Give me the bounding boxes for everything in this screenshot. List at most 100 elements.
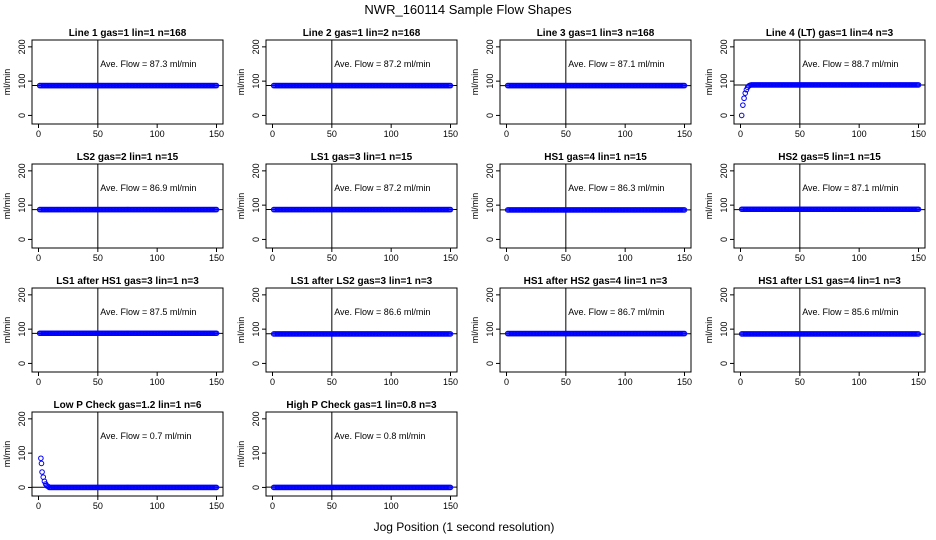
figure-title: NWR_160114 Sample Flow Shapes (364, 2, 572, 17)
chart-panel-7: HS1 gas=4 lin=1 n=15 0 50 100 150 0 100 200 ml/m… (470, 152, 692, 263)
y-tick-label: 200 (719, 163, 729, 178)
panel-title: Line 1 gas=1 lin=1 n=168 (69, 28, 187, 39)
y-tick-label: 100 (17, 198, 27, 213)
x-tick-label: 150 (677, 253, 692, 263)
x-tick-label: 100 (384, 377, 399, 387)
plot-frame (265, 411, 458, 497)
x-tick-label: 50 (561, 129, 571, 139)
x-tick-label: 0 (738, 253, 743, 263)
y-axis-label: ml/min (236, 317, 246, 344)
x-tick-label: 0 (36, 377, 41, 387)
y-tick-label: 100 (485, 198, 495, 213)
chart-panel-13: Low P Check gas=1.2 lin=1 n=6 0 50 100 150 0 1… (2, 400, 224, 511)
y-axis-label: ml/min (470, 69, 480, 96)
y-tick-label: 200 (251, 411, 261, 426)
panel-title: Low P Check gas=1.2 lin=1 n=6 (54, 400, 202, 411)
average-flow-annotation: Ave. Flow = 87.1 ml/min (568, 59, 664, 69)
plot-frame (31, 39, 224, 125)
data-points (504, 330, 688, 337)
chart-panel-11: HS1 after HS2 gas=4 lin=1 n=3 0 50 100 150 0 1… (470, 276, 692, 387)
chart-panel-14: High P Check gas=1 lin=0.8 n=3 0 50 100 150 0… (236, 400, 458, 511)
data-points (270, 206, 454, 213)
x-tick-label: 50 (93, 129, 103, 139)
data-point (742, 90, 749, 96)
data-point (38, 455, 44, 462)
x-tick-label: 50 (327, 377, 337, 387)
data-points (270, 331, 454, 337)
y-tick-label: 0 (17, 485, 27, 490)
chart-panel-8: HS2 gas=5 lin=1 n=15 0 50 100 150 0 100 200 ml/m… (704, 152, 926, 263)
y-axis-label: ml/min (470, 317, 480, 344)
y-tick-label: 0 (719, 237, 729, 242)
y-tick-label: 0 (251, 113, 261, 118)
data-point (447, 82, 454, 89)
plot-frame (499, 39, 692, 125)
y-axis-label: ml/min (704, 317, 714, 344)
panel-title: HS1 gas=4 lin=1 n=15 (544, 152, 647, 163)
plot-frame (265, 163, 458, 249)
y-axis-label: ml/min (470, 193, 480, 220)
average-flow-annotation: Ave. Flow = 0.7 ml/min (100, 431, 191, 441)
x-tick-label: 50 (561, 253, 571, 263)
data-point (681, 82, 688, 89)
data-point (915, 82, 922, 88)
y-tick-label: 100 (251, 446, 261, 461)
x-tick-label: 100 (852, 253, 867, 263)
x-tick-label: 150 (677, 377, 692, 387)
x-tick-label: 100 (384, 129, 399, 139)
x-tick-label: 100 (384, 501, 399, 511)
x-tick-label: 150 (911, 129, 926, 139)
average-flow-annotation: Ave. Flow = 86.7 ml/min (568, 307, 664, 317)
data-point (213, 206, 220, 213)
panel-title: LS1 gas=3 lin=1 n=15 (311, 152, 413, 163)
average-flow-annotation: Ave. Flow = 86.9 ml/min (100, 183, 196, 193)
data-points (738, 82, 922, 119)
y-tick-label: 200 (251, 39, 261, 54)
x-tick-label: 100 (618, 129, 633, 139)
data-point (447, 206, 454, 213)
y-tick-label: 100 (17, 322, 27, 337)
y-tick-label: 200 (719, 287, 729, 302)
x-tick-label: 0 (504, 377, 509, 387)
y-tick-label: 200 (485, 39, 495, 54)
x-tick-label: 150 (209, 129, 224, 139)
y-tick-label: 100 (485, 322, 495, 337)
x-tick-label: 50 (795, 253, 805, 263)
data-point (915, 331, 922, 337)
y-tick-label: 0 (485, 113, 495, 118)
plot-frame (31, 287, 224, 373)
x-tick-label: 50 (561, 377, 571, 387)
x-tick-label: 150 (209, 377, 224, 387)
data-points (270, 484, 454, 491)
average-flow-annotation: Ave. Flow = 87.3 ml/min (100, 59, 196, 69)
x-tick-label: 50 (93, 377, 103, 387)
x-tick-label: 150 (911, 253, 926, 263)
data-point (447, 484, 454, 491)
y-axis-label: ml/min (2, 193, 12, 220)
y-tick-label: 200 (485, 287, 495, 302)
y-tick-label: 100 (719, 74, 729, 89)
x-tick-label: 150 (443, 253, 458, 263)
chart-panel-2: Line 2 gas=1 lin=2 n=168 0 50 100 150 0 100 200… (236, 28, 458, 139)
figure-x-axis-label: Jog Position (1 second resolution) (374, 520, 555, 534)
chart-panel-10: LS1 after LS2 gas=3 lin=1 n=3 0 50 100 150 0 1… (236, 276, 458, 387)
x-tick-label: 0 (504, 129, 509, 139)
chart-panel-4: Line 4 (LT) gas=1 lin=4 n=3 0 50 100 150 0 100… (704, 28, 926, 139)
y-tick-label: 0 (17, 361, 27, 366)
x-tick-label: 150 (911, 377, 926, 387)
x-tick-label: 0 (270, 129, 275, 139)
data-points (504, 82, 688, 89)
panel-title: HS2 gas=5 lin=1 n=15 (778, 152, 881, 163)
data-points (270, 82, 454, 89)
x-tick-label: 50 (93, 501, 103, 511)
data-point (213, 484, 220, 491)
plot-frame (733, 39, 926, 125)
y-tick-label: 100 (251, 322, 261, 337)
x-tick-label: 100 (852, 129, 867, 139)
data-points (36, 330, 220, 337)
plot-frame (265, 287, 458, 373)
average-flow-annotation: Ave. Flow = 87.2 ml/min (334, 183, 430, 193)
x-tick-label: 0 (270, 377, 275, 387)
y-tick-label: 100 (719, 322, 729, 337)
